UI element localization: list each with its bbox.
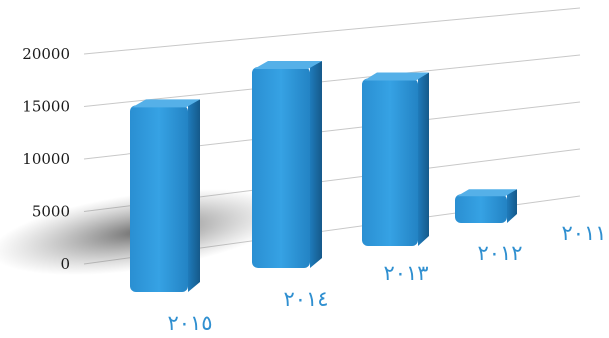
bar-top [132,99,200,108]
x-tick-label: ٢٠١٤ [283,287,328,311]
bar-front [455,194,507,223]
gridline [83,54,581,107]
bar-front [362,78,418,246]
bar-top [254,61,322,69]
x-axis-ticks: ٢٠١٥ ٢٠١٤ ٢٠١٣ ٢٠١٢ ٢٠١١ [167,221,606,335]
gridline [83,7,581,55]
y-tick-label: 0 [60,255,70,273]
bar [362,72,429,246]
bar-side [310,61,322,268]
y-tick-label: 20000 [22,45,70,63]
y-tick-label: 15000 [22,98,70,116]
bar-top [457,189,517,197]
bar-front [252,67,310,268]
y-tick-label: 5000 [32,203,70,221]
bar [252,61,322,268]
bar [455,189,517,223]
y-tick-label: 10000 [22,150,70,168]
bars [130,61,517,292]
y-axis-ticks: 0 5000 10000 15000 20000 [22,45,70,273]
bar-top [364,72,429,81]
bar-side [188,99,200,292]
bar-front [130,105,188,292]
x-tick-label: ٢٠١١ [561,221,606,245]
x-tick-label: ٢٠١٢ [477,241,522,265]
bar-side [507,189,517,223]
x-tick-label: ٢٠١٥ [167,311,212,335]
x-tick-label: ٢٠١٣ [383,261,428,285]
bar [130,99,200,292]
bar-side [418,72,429,246]
